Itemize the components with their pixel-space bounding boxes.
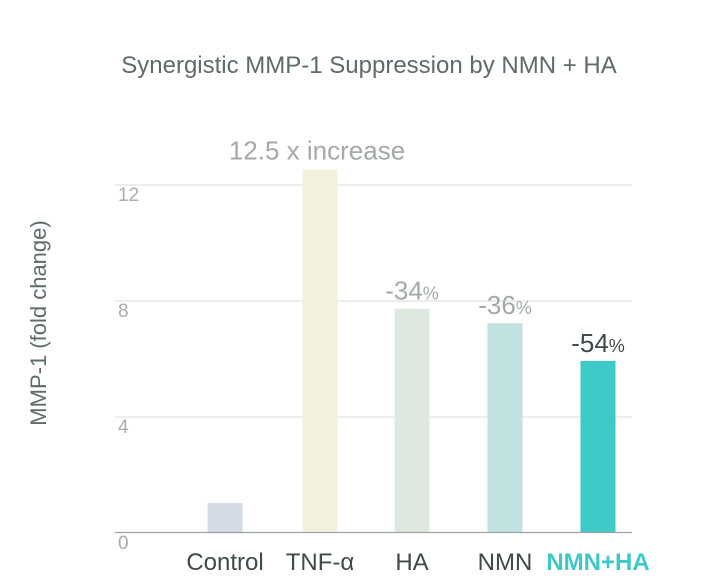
bar-ha	[394, 308, 430, 532]
bar-nmn	[487, 323, 523, 532]
gridlines	[115, 184, 632, 418]
data-label: -34%	[385, 276, 439, 306]
x-category-label: NMN+HA	[546, 549, 649, 576]
bar-tnf-	[302, 169, 338, 532]
bar-control	[207, 503, 243, 532]
y-tick-label: 12	[118, 185, 139, 206]
data-labels: 12.5 x increase -34% -36% -54%	[229, 136, 625, 358]
x-category-label: HA	[395, 549, 428, 576]
bar-nmn-ha	[580, 360, 616, 532]
x-axis-categories: Control TNF-α HA NMN NMN+HA	[186, 549, 649, 576]
x-category-label: Control	[186, 549, 263, 576]
y-axis-ticks: 0 4 8 12	[118, 185, 139, 554]
y-axis-label: MMP-1 (fold change)	[26, 220, 51, 425]
data-label: -54%	[571, 328, 625, 358]
bars	[207, 169, 616, 532]
y-tick-label: 8	[118, 301, 129, 322]
y-tick-label: 4	[118, 417, 129, 438]
x-category-label: NMN	[478, 549, 533, 576]
x-category-label: TNF-α	[286, 549, 355, 576]
data-label: 12.5 x increase	[229, 136, 405, 166]
data-label: -36%	[478, 290, 532, 320]
chart-title: Synergistic MMP-1 Suppression by NMN + H…	[121, 52, 617, 79]
y-tick-label: 0	[118, 533, 129, 554]
